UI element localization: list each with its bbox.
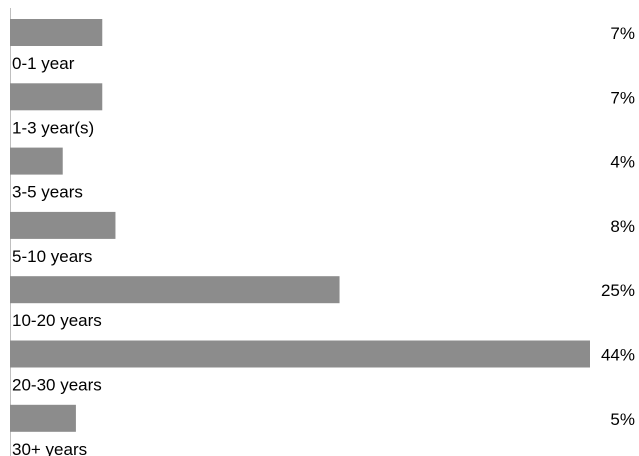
bar-0 [10,19,103,46]
category-label-5: 20-30 years [12,376,102,395]
value-label-4: 25% [601,281,635,300]
bar-6 [10,404,76,432]
value-label-1: 7% [610,88,635,107]
bar-5 [10,340,590,368]
category-label-2: 3-5 years [12,183,83,202]
bar-1 [10,83,103,111]
value-label-2: 4% [610,153,635,172]
value-label-6: 5% [610,410,635,429]
value-label-3: 8% [610,217,635,236]
category-label-4: 10-20 years [12,311,102,330]
category-label-6: 30+ years [12,440,87,456]
bar-2 [10,147,63,175]
category-label-1: 1-3 year(s) [12,118,94,137]
bars-layer: 7% 0-1 year 7% 1-3 year(s) 4% 3-5 years 8% 5-10… [10,19,635,456]
bar-3 [10,211,116,239]
category-label-3: 5-10 years [12,247,92,266]
bar-4 [10,276,340,304]
value-label-5: 44% [601,346,635,365]
value-label-0: 7% [610,24,635,43]
category-label-0: 0-1 year [12,54,75,73]
